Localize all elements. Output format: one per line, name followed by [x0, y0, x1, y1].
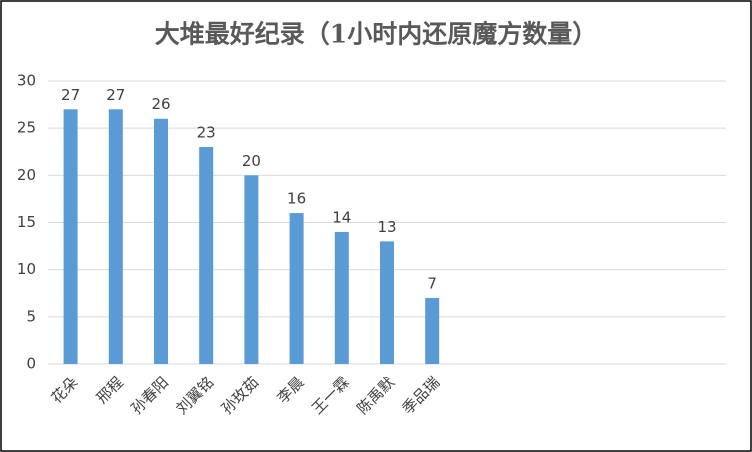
- y-tick-label: 0: [26, 355, 36, 373]
- data-label: 7: [427, 274, 437, 292]
- bar: [244, 175, 259, 364]
- data-label: 20: [242, 152, 261, 170]
- bar: [334, 231, 349, 364]
- bar: [199, 147, 214, 364]
- data-label: 26: [151, 95, 170, 113]
- data-label: 16: [287, 190, 306, 208]
- y-tick-label: 25: [17, 119, 36, 137]
- data-label: 27: [106, 86, 125, 104]
- y-tick-label: 30: [17, 72, 36, 90]
- data-label: 14: [332, 208, 351, 226]
- data-label: 13: [377, 218, 396, 236]
- data-label: 23: [197, 124, 216, 142]
- bar: [63, 109, 78, 364]
- bar: [380, 241, 394, 364]
- bar: [154, 118, 168, 364]
- bar: [425, 297, 440, 364]
- bar: [108, 109, 123, 364]
- bar: [289, 213, 304, 364]
- y-tick-label: 5: [26, 307, 36, 325]
- y-tick-label: 10: [17, 260, 36, 278]
- y-tick-label: 15: [17, 213, 36, 231]
- chart-title: 大堆最好纪录（1小时内还原魔方数量）: [155, 20, 597, 49]
- y-tick-label: 20: [17, 166, 36, 184]
- data-label: 27: [61, 86, 80, 104]
